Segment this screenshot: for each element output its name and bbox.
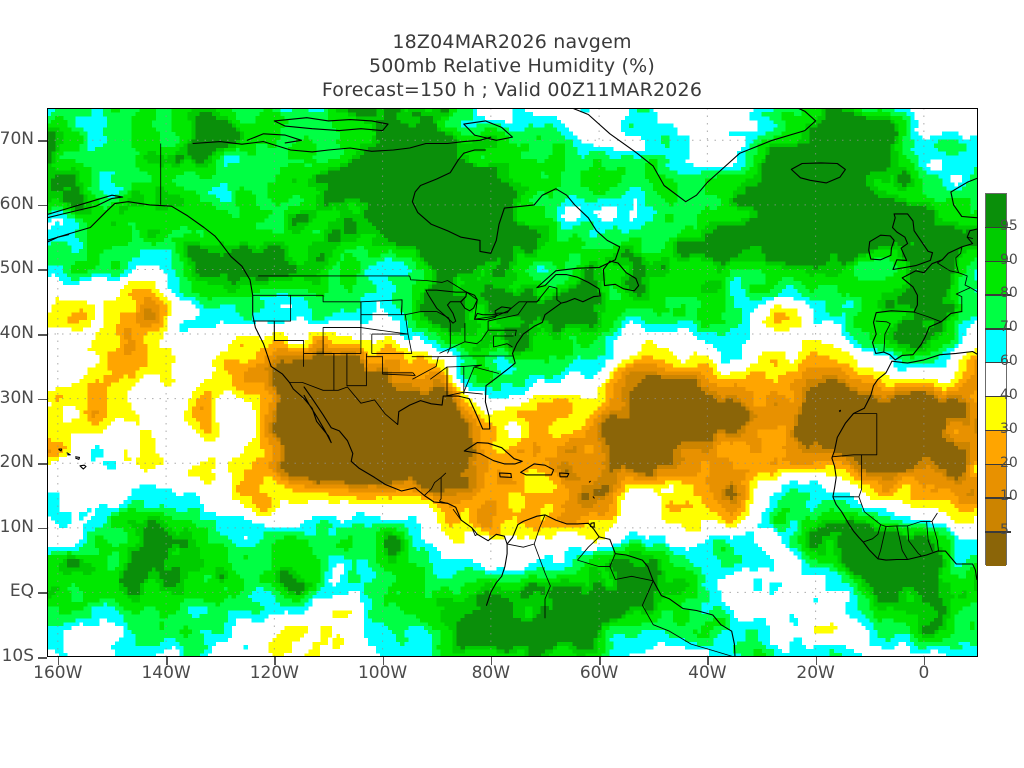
latitude-label: 60N — [0, 193, 34, 214]
coastlines — [47, 108, 978, 657]
colorbar-tick — [985, 260, 1011, 263]
colorbar-label: 20 — [1000, 454, 1018, 471]
humidity-band-95 — [47, 108, 978, 657]
colorbar-label: 60 — [1000, 353, 1018, 370]
colorbar-band — [986, 430, 1006, 465]
latitude-label: 10S — [1, 646, 34, 666]
colorbar-label: 40 — [1000, 386, 1018, 403]
colorbar-label: 80 — [1000, 285, 1018, 302]
longitude-label: 20W — [796, 663, 835, 683]
colorbar — [985, 193, 1007, 566]
colorbar-band — [986, 363, 1006, 397]
longitude-tick — [707, 657, 709, 665]
colorbar-label: 70 — [1000, 319, 1018, 336]
latitude-tick — [38, 334, 47, 336]
humidity-band-20 — [47, 288, 978, 536]
latitude-label: 50N — [0, 258, 34, 279]
longitude-label: 140W — [141, 663, 191, 683]
latitude-tick — [38, 657, 47, 659]
latitude-tick — [38, 269, 47, 271]
colorbar-tick — [985, 328, 1011, 330]
humidity-band-10 — [47, 296, 978, 529]
colorbar-band — [986, 498, 1006, 533]
colorbar-band — [986, 194, 1006, 228]
humidity-band-80 — [47, 108, 978, 657]
humidity-band-30 — [47, 280, 978, 657]
longitude-tick — [815, 657, 818, 665]
longitude-tick — [166, 657, 168, 665]
latitude-tick — [38, 140, 47, 142]
colorbar-tick — [985, 226, 1011, 229]
colorbar-tick — [985, 362, 1011, 364]
longitude-label: 60W — [579, 663, 619, 683]
title-line-1: 18Z04MAR2026 navgem — [392, 31, 632, 53]
humidity-band-5 — [143, 307, 978, 509]
relative-humidity-map — [47, 108, 978, 657]
latitude-tick — [38, 204, 47, 207]
great-lakes — [425, 289, 512, 324]
colorbar-tick — [985, 429, 1011, 432]
longitude-label: 100W — [357, 663, 408, 683]
colorbar-label: 95 — [1000, 217, 1018, 234]
colorbar-tick — [985, 497, 1011, 499]
latitude-tick — [38, 527, 47, 530]
longitude-label: 0 — [918, 663, 930, 683]
latitude-label: 40N — [0, 323, 34, 344]
longitude-tick — [599, 657, 601, 665]
colorbar-label: 10 — [1000, 488, 1018, 505]
colorbar-band — [986, 261, 1006, 296]
longitude-tick — [382, 657, 385, 665]
colorbar-tick — [985, 463, 1011, 465]
map-svg — [47, 108, 978, 657]
latitude-tick — [38, 592, 47, 594]
chart-title-block: 18Z04MAR2026 navgem 500mb Relative Humid… — [0, 30, 1024, 102]
colorbar-band — [986, 464, 1006, 499]
colorbar-band — [986, 396, 1006, 431]
colorbar-tick — [985, 395, 1011, 398]
latitude-tick — [38, 463, 47, 465]
title-line-3: Forecast=150 h ; Valid 00Z11MAR2026 — [321, 79, 703, 101]
latitude-tick — [38, 398, 47, 401]
humidity-band-40 — [47, 108, 978, 657]
colorbar-tick — [985, 294, 1011, 296]
latitude-label: EQ — [9, 581, 34, 602]
longitude-label: 80W — [471, 663, 511, 683]
colorbar-band — [986, 329, 1006, 364]
longitude-tick — [923, 657, 926, 665]
latitude-label: 70N — [0, 129, 34, 150]
colorbar-label: 30 — [1000, 420, 1018, 437]
colorbar-tick — [985, 531, 1011, 533]
colorbar-band — [986, 295, 1006, 330]
longitude-label: 160W — [33, 663, 83, 683]
longitude-label: 120W — [249, 663, 299, 683]
longitude-tick — [490, 657, 493, 665]
longitude-label: 40W — [688, 663, 727, 683]
humidity-band-70 — [47, 108, 978, 657]
colorbar-label: 90 — [1000, 251, 1018, 268]
longitude-tick — [274, 657, 276, 665]
colorbar-label: 5 — [1000, 522, 1009, 539]
title-line-2: 500mb Relative Humidity (%) — [368, 55, 655, 77]
colorbar-band — [986, 227, 1006, 262]
colorbar-band — [986, 532, 1006, 566]
latitude-label: 20N — [0, 452, 34, 473]
political-borders — [160, 143, 978, 657]
longitude-tick — [57, 657, 60, 665]
latitude-label: 10N — [0, 516, 34, 537]
graticule — [47, 108, 978, 657]
latitude-label: 30N — [0, 387, 34, 408]
